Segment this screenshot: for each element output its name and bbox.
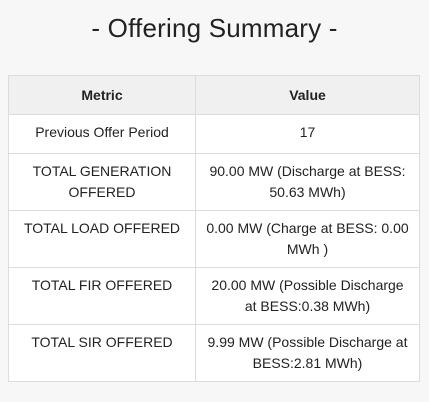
value-cell: 20.00 MW (Possible Discharge at BESS:0.3… xyxy=(195,267,420,325)
header-value: Value xyxy=(195,75,420,115)
header-metric: Metric xyxy=(8,75,196,115)
table-row: TOTAL GENERATION OFFERED 90.00 MW (Disch… xyxy=(8,153,420,211)
offering-summary-table: Metric Value Previous Offer Period 17 TO… xyxy=(8,75,420,382)
table-row: TOTAL FIR OFFERED 20.00 MW (Possible Dis… xyxy=(8,267,420,325)
value-cell: 0.00 MW (Charge at BESS: 0.00 MWh ) xyxy=(195,210,420,268)
table-row: TOTAL LOAD OFFERED 0.00 MW (Charge at BE… xyxy=(8,210,420,268)
table-header-row: Metric Value xyxy=(8,75,420,115)
metric-cell: TOTAL GENERATION OFFERED xyxy=(8,153,196,211)
metric-cell: Previous Offer Period xyxy=(8,114,196,154)
table-row: TOTAL SIR OFFERED 9.99 MW (Possible Disc… xyxy=(8,324,420,382)
metric-cell: TOTAL LOAD OFFERED xyxy=(8,210,196,268)
metric-cell: TOTAL SIR OFFERED xyxy=(8,324,196,382)
table-row: Previous Offer Period 17 xyxy=(8,114,420,154)
value-cell: 9.99 MW (Possible Discharge at BESS:2.81… xyxy=(195,324,420,382)
value-cell: 17 xyxy=(195,114,420,154)
metric-cell: TOTAL FIR OFFERED xyxy=(8,267,196,325)
value-cell: 90.00 MW (Discharge at BESS: 50.63 MWh) xyxy=(195,153,420,211)
page-title: - Offering Summary - xyxy=(91,13,338,43)
